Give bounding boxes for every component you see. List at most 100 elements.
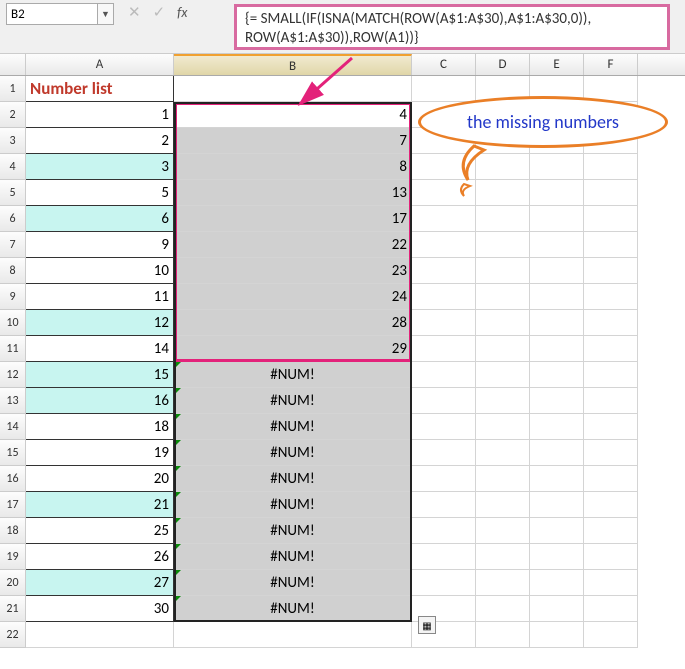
empty-cell[interactable]	[476, 362, 530, 388]
empty-cell[interactable]	[530, 596, 584, 622]
empty-cell[interactable]	[476, 206, 530, 232]
empty-cell[interactable]	[412, 258, 476, 284]
row-header[interactable]: 18	[0, 518, 26, 544]
row-header[interactable]: 16	[0, 466, 26, 492]
cell-a[interactable]: 10	[26, 258, 174, 284]
col-header-c[interactable]: C	[412, 54, 476, 75]
empty-cell[interactable]	[476, 518, 530, 544]
cell-a[interactable]: 21	[26, 492, 174, 518]
row-header[interactable]: 21	[0, 596, 26, 622]
empty-cell[interactable]	[584, 180, 638, 206]
empty-cell[interactable]	[584, 258, 638, 284]
cell-a[interactable]: 5	[26, 180, 174, 206]
cell-a[interactable]: 14	[26, 336, 174, 362]
empty-cell[interactable]	[584, 622, 638, 648]
cell-b[interactable]: 4	[174, 102, 412, 128]
cell-a[interactable]: 26	[26, 544, 174, 570]
cell-b-error[interactable]: #NUM!	[174, 466, 412, 492]
row-header[interactable]: 2	[0, 102, 26, 128]
empty-cell[interactable]	[530, 466, 584, 492]
empty-cell[interactable]	[530, 180, 584, 206]
empty-cell[interactable]	[530, 362, 584, 388]
empty-cell[interactable]	[530, 570, 584, 596]
empty-cell[interactable]	[412, 284, 476, 310]
cell-b[interactable]	[174, 76, 412, 102]
empty-cell[interactable]	[412, 336, 476, 362]
cell-b-error[interactable]: #NUM!	[174, 440, 412, 466]
formula-input[interactable]: {= SMALL(IF(ISNA(MATCH(ROW(A$1:A$30),A$1…	[234, 4, 670, 50]
cell-a[interactable]: 20	[26, 466, 174, 492]
empty-cell[interactable]	[584, 284, 638, 310]
cell-a[interactable]: 25	[26, 518, 174, 544]
row-header[interactable]: 11	[0, 336, 26, 362]
empty-cell[interactable]	[412, 544, 476, 570]
row-header[interactable]: 4	[0, 154, 26, 180]
empty-cell[interactable]	[476, 544, 530, 570]
cell-b[interactable]	[174, 622, 412, 648]
empty-cell[interactable]	[530, 258, 584, 284]
row-header[interactable]: 20	[0, 570, 26, 596]
empty-cell[interactable]	[412, 440, 476, 466]
empty-cell[interactable]	[530, 336, 584, 362]
empty-cell[interactable]	[412, 206, 476, 232]
cell-a[interactable]: 9	[26, 232, 174, 258]
cell-b[interactable]: 29	[174, 336, 412, 362]
cell-a[interactable]: 18	[26, 414, 174, 440]
row-header[interactable]: 13	[0, 388, 26, 414]
cell-a[interactable]: 15	[26, 362, 174, 388]
empty-cell[interactable]	[412, 466, 476, 492]
empty-cell[interactable]	[530, 388, 584, 414]
row-header[interactable]: 5	[0, 180, 26, 206]
row-header[interactable]: 15	[0, 440, 26, 466]
empty-cell[interactable]	[530, 206, 584, 232]
row-header[interactable]: 1	[0, 76, 26, 102]
row-header[interactable]: 7	[0, 232, 26, 258]
row-header[interactable]: 8	[0, 258, 26, 284]
cell-a[interactable]: 30	[26, 596, 174, 622]
empty-cell[interactable]	[530, 440, 584, 466]
cell-a[interactable]: 27	[26, 570, 174, 596]
col-header-f[interactable]: F	[584, 54, 638, 75]
cell-b-error[interactable]: #NUM!	[174, 362, 412, 388]
empty-cell[interactable]	[530, 622, 584, 648]
cell-b[interactable]: 28	[174, 310, 412, 336]
cancel-icon[interactable]: ✕	[128, 3, 141, 22]
cell-b[interactable]: 8	[174, 154, 412, 180]
row-header[interactable]: 19	[0, 544, 26, 570]
empty-cell[interactable]	[530, 544, 584, 570]
cell-a[interactable]: 6	[26, 206, 174, 232]
row-header[interactable]: 22	[0, 622, 26, 648]
empty-cell[interactable]	[476, 570, 530, 596]
empty-cell[interactable]	[584, 544, 638, 570]
empty-cell[interactable]	[476, 258, 530, 284]
row-header[interactable]: 6	[0, 206, 26, 232]
empty-cell[interactable]	[584, 492, 638, 518]
empty-cell[interactable]	[412, 362, 476, 388]
cell-b[interactable]: 23	[174, 258, 412, 284]
fx-icon[interactable]: fx	[177, 4, 187, 21]
cell-b[interactable]: 13	[174, 180, 412, 206]
empty-cell[interactable]	[476, 414, 530, 440]
row-header[interactable]: 10	[0, 310, 26, 336]
empty-cell[interactable]	[476, 388, 530, 414]
empty-cell[interactable]	[530, 310, 584, 336]
empty-cell[interactable]	[530, 414, 584, 440]
empty-cell[interactable]	[584, 440, 638, 466]
cell-b[interactable]: 22	[174, 232, 412, 258]
empty-cell[interactable]	[530, 284, 584, 310]
cell-a[interactable]	[26, 622, 174, 648]
empty-cell[interactable]	[584, 518, 638, 544]
empty-cell[interactable]	[476, 622, 530, 648]
col-header-d[interactable]: D	[476, 54, 530, 75]
row-header[interactable]: 12	[0, 362, 26, 388]
empty-cell[interactable]	[412, 414, 476, 440]
cell-a[interactable]: 16	[26, 388, 174, 414]
empty-cell[interactable]	[412, 310, 476, 336]
cell-b-error[interactable]: #NUM!	[174, 544, 412, 570]
row-header[interactable]: 17	[0, 492, 26, 518]
col-header-a[interactable]: A	[26, 54, 174, 75]
name-box[interactable]: B2	[6, 3, 98, 25]
empty-cell[interactable]	[530, 232, 584, 258]
empty-cell[interactable]	[584, 232, 638, 258]
cell-b[interactable]: 17	[174, 206, 412, 232]
